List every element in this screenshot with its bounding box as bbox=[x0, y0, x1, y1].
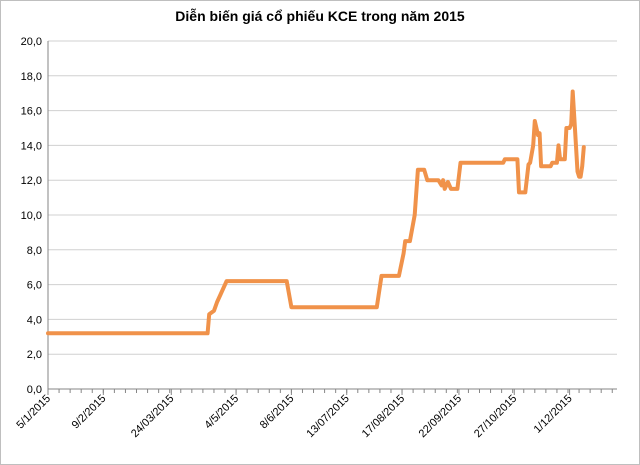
y-tick-label: 10,0 bbox=[21, 210, 42, 222]
y-tick-label: 14,0 bbox=[21, 140, 42, 152]
x-tick-label: 22/09/2015 bbox=[417, 393, 464, 440]
x-tick-label: 17/08/2015 bbox=[360, 393, 407, 440]
x-tick-label: 8/6/2015 bbox=[258, 393, 297, 432]
x-tick-label: 5/1/2015 bbox=[14, 393, 53, 432]
price-line bbox=[46, 89, 586, 336]
x-tick-label: 4/5/2015 bbox=[202, 393, 241, 432]
x-tick-label: 27/10/2015 bbox=[472, 393, 519, 440]
y-tick-label: 20,0 bbox=[21, 36, 42, 48]
y-tick-label: 8,0 bbox=[27, 245, 42, 257]
x-tick-label: 1/12/2015 bbox=[532, 393, 575, 436]
x-tick-label: 13/07/2015 bbox=[304, 393, 351, 440]
y-tick-label: 0,0 bbox=[27, 384, 42, 396]
y-tick-label: 18,0 bbox=[21, 71, 42, 83]
y-tick-label: 16,0 bbox=[21, 106, 42, 118]
x-tick-label: 24/03/2015 bbox=[129, 393, 176, 440]
y-tick-label: 2,0 bbox=[27, 349, 42, 361]
x-tick-label: 9/2/2015 bbox=[70, 393, 109, 432]
y-tick-label: 12,0 bbox=[21, 175, 42, 187]
chart-title: Diễn biến giá cổ phiếu KCE trong năm 201… bbox=[175, 8, 465, 24]
y-tick-label: 6,0 bbox=[27, 280, 42, 292]
y-tick-label: 4,0 bbox=[27, 314, 42, 326]
